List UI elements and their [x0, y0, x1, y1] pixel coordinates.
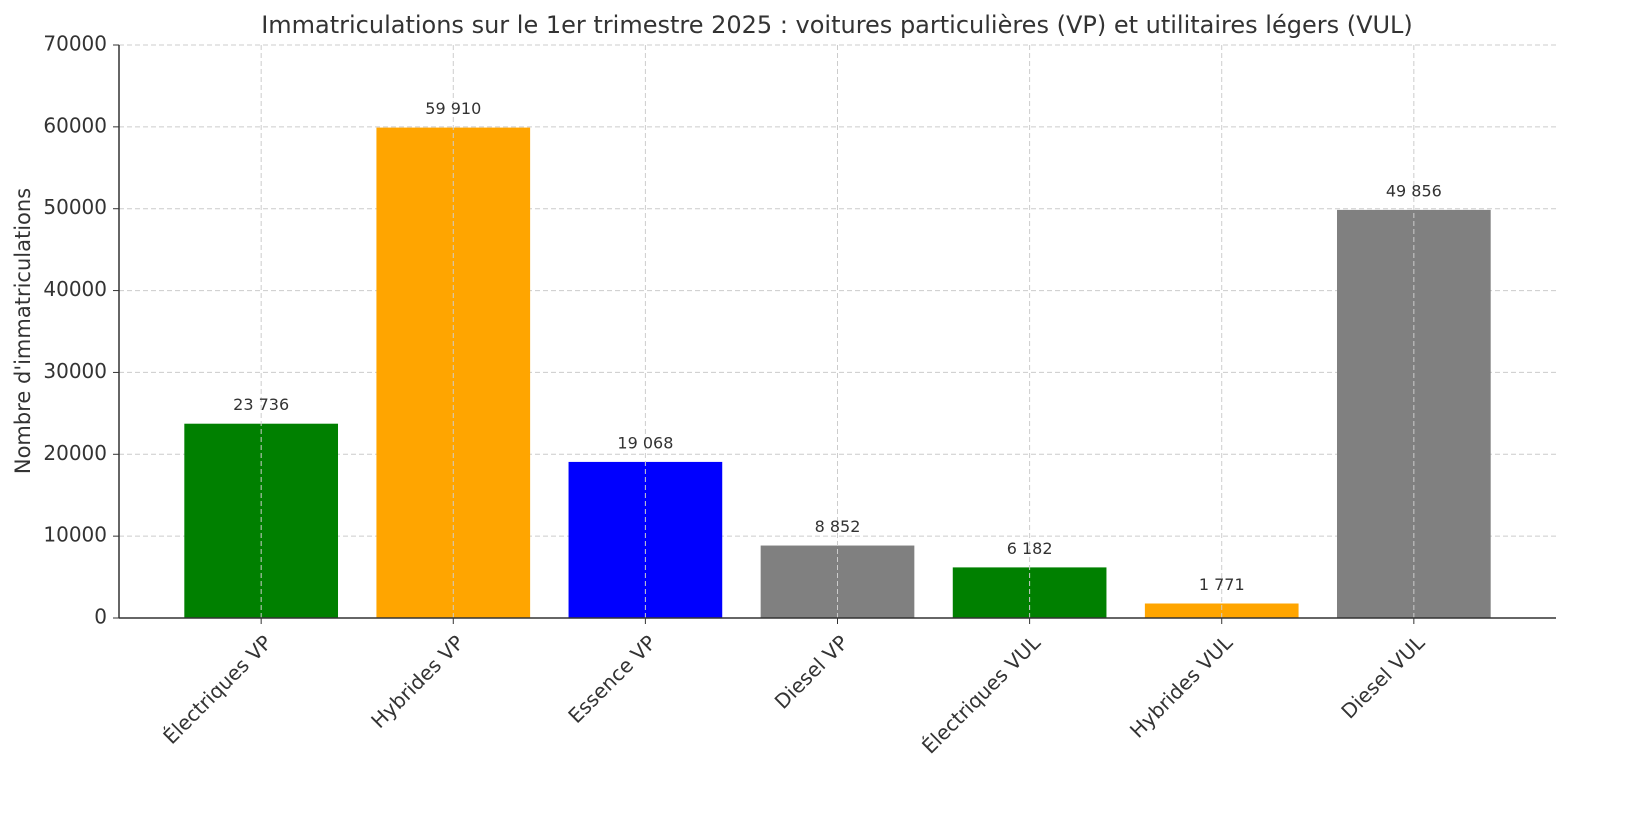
x-tick-label: Essence VP	[563, 630, 660, 727]
bar	[1144, 603, 1299, 618]
value-label: 19 068	[617, 433, 673, 452]
y-tick-label: 10000	[43, 523, 107, 547]
y-axis-label: Nombre d'immatriculations	[11, 188, 35, 474]
y-tick-label: 30000	[43, 359, 107, 383]
x-tick-label: Hybrides VUL	[1125, 630, 1238, 743]
x-tick-label: Électriques VUL	[917, 630, 1046, 759]
x-tick-label: Diesel VP	[770, 630, 853, 713]
value-label: 59 910	[425, 99, 481, 118]
y-tick-label: 50000	[43, 195, 107, 219]
y-tick-label: 70000	[43, 32, 107, 56]
value-label: 49 856	[1386, 181, 1442, 200]
y-tick-label: 60000	[43, 113, 107, 137]
y-tick-label: 0	[94, 605, 107, 629]
value-label: 8 852	[815, 517, 861, 536]
value-label: 1 771	[1199, 575, 1245, 594]
y-tick-label: 40000	[43, 277, 107, 301]
chart-title: Immatriculations sur le 1er trimestre 20…	[261, 11, 1413, 39]
x-tick-label: Électriques VP	[158, 630, 276, 748]
x-tick-label: Diesel VUL	[1336, 630, 1429, 723]
x-tick-label: Hybrides VP	[366, 630, 468, 732]
value-label: 6 182	[1007, 539, 1053, 558]
y-tick-label: 20000	[43, 441, 107, 465]
value-label: 23 736	[233, 395, 289, 414]
